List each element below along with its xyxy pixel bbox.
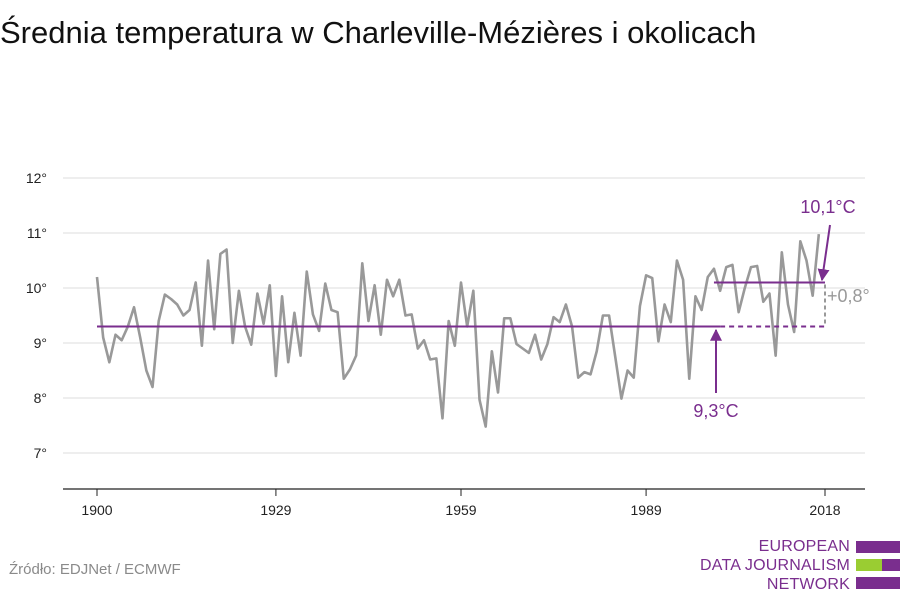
chart-title: Średnia temperatura w Charleville-Mézièr… [0, 15, 757, 50]
x-tick-label: 1989 [631, 502, 662, 518]
y-tick-label: 8° [34, 390, 47, 406]
logo-bar-middle [856, 559, 900, 571]
logo-line-2: DATA JOURNALISM [700, 557, 850, 574]
logo-bar-top [856, 541, 900, 553]
edjnet-logo[interactable]: EUROPEAN DATA JOURNALISM NETWORK [700, 537, 900, 597]
y-tick-label: 9° [34, 335, 47, 351]
temperature-line [95, 233, 821, 428]
recent-arrow [817, 224, 831, 282]
source-note: Źródło: EDJNet / ECMWF [9, 561, 181, 578]
baseline-label: 9,3°C [693, 401, 738, 421]
y-tick-label: 11° [27, 225, 47, 241]
y-tick-label: 12° [26, 170, 47, 186]
axes: 7° 8° 9° 10° 11° 12° 1900 1929 1959 1989 2018 [26, 170, 865, 518]
logo-text: EUROPEAN DATA JOURNALISM NETWORK [700, 537, 850, 594]
y-tick-label: 10° [26, 280, 47, 296]
annotations: +0,8° 9,3°C 10,1°C [97, 197, 870, 421]
x-tick-label: 1959 [445, 502, 476, 518]
x-tick-label: 1929 [260, 502, 291, 518]
logo-bar-bottom [856, 577, 900, 589]
x-tick-label: 2018 [809, 502, 840, 518]
series-layer [95, 233, 821, 428]
logo-line-3: NETWORK [766, 576, 850, 593]
y-tick-label: 7° [34, 445, 47, 461]
delta-label: +0,8° [827, 286, 870, 306]
recent-label: 10,1°C [800, 197, 855, 217]
x-tick-label: 1900 [81, 502, 112, 518]
logo-line-1: EUROPEAN [758, 538, 850, 555]
